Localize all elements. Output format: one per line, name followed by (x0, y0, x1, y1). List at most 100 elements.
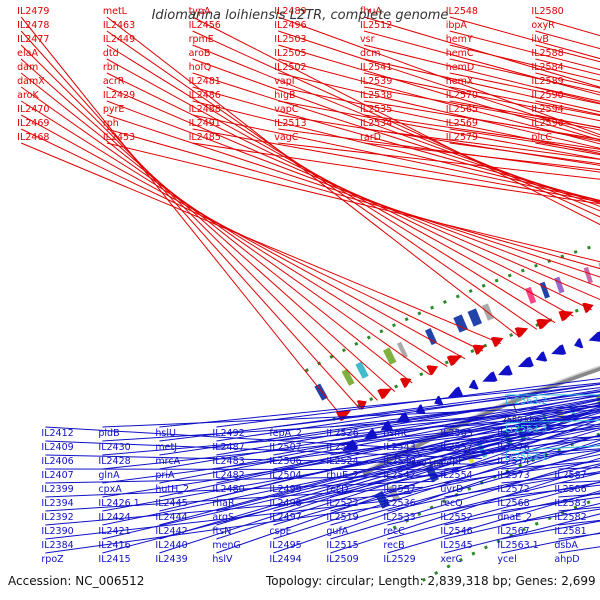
gene-label: IL2584 (531, 62, 563, 73)
gene-label: rph (103, 118, 119, 129)
gene-label: IL2567 (497, 526, 529, 537)
label-leader-line (444, 513, 600, 554)
gene-label: IL2486 (189, 90, 221, 101)
gene-label: IL2429 (103, 90, 135, 101)
gene-label: IL2522 (326, 498, 358, 509)
gene-label: Lr2563.2 (505, 396, 547, 407)
label-leader-line (273, 428, 600, 526)
gene-label: hemX (446, 76, 474, 87)
gene-label: IL2543 (383, 442, 415, 453)
label-leader-line (192, 86, 600, 202)
page-title: Idiomarina loihiensis L2TR, complete gen… (151, 8, 449, 23)
gene-label: rbn (103, 62, 119, 73)
gene-label: plcC (531, 132, 552, 143)
gene-label: pyrE (103, 104, 125, 115)
label-leader-line (45, 468, 459, 471)
gene-label: rhaR (212, 498, 235, 509)
label-leader-line (278, 16, 600, 136)
gene-label: typA (189, 6, 211, 17)
label-leader-line (330, 411, 600, 456)
gene-label: glnA (98, 470, 120, 481)
label-leader-line (444, 438, 600, 456)
gene-label: IL2394 (41, 498, 73, 509)
cog-block (583, 266, 593, 284)
label-leader-line (363, 58, 600, 113)
gene-label: IL2535 (360, 104, 392, 115)
gene-label: metJ (155, 442, 177, 453)
gene-label: IL2570 (446, 90, 478, 101)
gene-label: hslV (212, 554, 233, 565)
label-leader-line (278, 72, 600, 149)
gene-label: IL2470 (17, 104, 49, 115)
gene-label: IL2469 (17, 118, 49, 129)
gene-label: uvrD (440, 484, 463, 495)
cog-block (539, 281, 550, 299)
gene-label: recQ (440, 498, 462, 509)
gene-label: IL2563.1 (497, 540, 538, 551)
label-leader-line (387, 406, 600, 428)
label-leader-line (363, 142, 600, 171)
gene-label: oxyR (531, 20, 555, 31)
gene-label: IL2574 (497, 456, 529, 467)
gene-arrow (514, 327, 529, 338)
cog-block (355, 361, 369, 379)
gene-label: IL2440 (155, 540, 187, 551)
label-leader-line (363, 44, 600, 104)
gene-label: IL2488 (189, 104, 221, 115)
gene-label: IL2596 (531, 118, 563, 129)
gene-label: osmC (383, 428, 410, 439)
cog-block (424, 328, 438, 346)
label-leader-line (20, 72, 413, 384)
gene-arrow (551, 344, 567, 355)
label-leader-line (20, 100, 448, 367)
cog-block (525, 286, 537, 304)
gene-label: IL2512 (360, 20, 392, 31)
label-leader-line (330, 435, 600, 498)
label-leader-line (363, 86, 600, 131)
label-leader-line (20, 58, 396, 392)
gene-label: dnaE_2 (497, 512, 532, 523)
gene-label: IL2509 (326, 554, 358, 565)
gene-label: IL2481 (189, 76, 221, 87)
gene-label: dapF (440, 456, 463, 467)
label-leader-line (449, 58, 600, 93)
label-leader-line (330, 427, 600, 484)
gene-label: vagC (274, 132, 298, 143)
label-leader-line (45, 505, 389, 554)
gene-label: IL2546 (440, 526, 472, 537)
gene-label: IL2594 (531, 104, 563, 115)
cog-block (554, 276, 565, 294)
gene-label: IL2525 (326, 442, 358, 453)
label-leader-line (159, 398, 600, 484)
label-leader-line (192, 44, 600, 212)
gene-arrow (446, 355, 463, 367)
label-leader-line (20, 114, 466, 360)
label-leader-line (330, 442, 600, 512)
gene-label: metL (103, 6, 128, 17)
label-leader-line (106, 114, 600, 278)
label-leader-line (45, 498, 400, 540)
cog-block (314, 383, 328, 401)
gene-label: aroB (189, 48, 211, 59)
label-leader-line (106, 128, 600, 270)
gene-label: fhuA (360, 6, 382, 17)
gene-label: IL2583 (554, 498, 586, 509)
gene-label: hutH_2 (155, 484, 189, 495)
gene-label: IL2477 (17, 34, 49, 45)
gene-label: rpmE (189, 34, 214, 45)
gene-label: IL2563 (440, 428, 472, 439)
label-leader-line (273, 397, 600, 456)
gene-label: IL2519 (326, 512, 358, 523)
label-leader-line (278, 86, 600, 154)
label-leader-line (20, 142, 501, 345)
label-leader-line (159, 391, 600, 456)
gene-label: IL2494 (269, 554, 301, 565)
gene-label: IL2565 (446, 104, 478, 115)
gene-arrow (356, 400, 367, 410)
gene-label: IL2449 (103, 34, 135, 45)
gene-label: IL2503 (274, 34, 306, 45)
gene-arrow (536, 318, 552, 330)
gene-label: dtd (103, 48, 119, 59)
gene-label: IL2526 (326, 428, 358, 439)
gene-label: gufA (326, 526, 348, 537)
